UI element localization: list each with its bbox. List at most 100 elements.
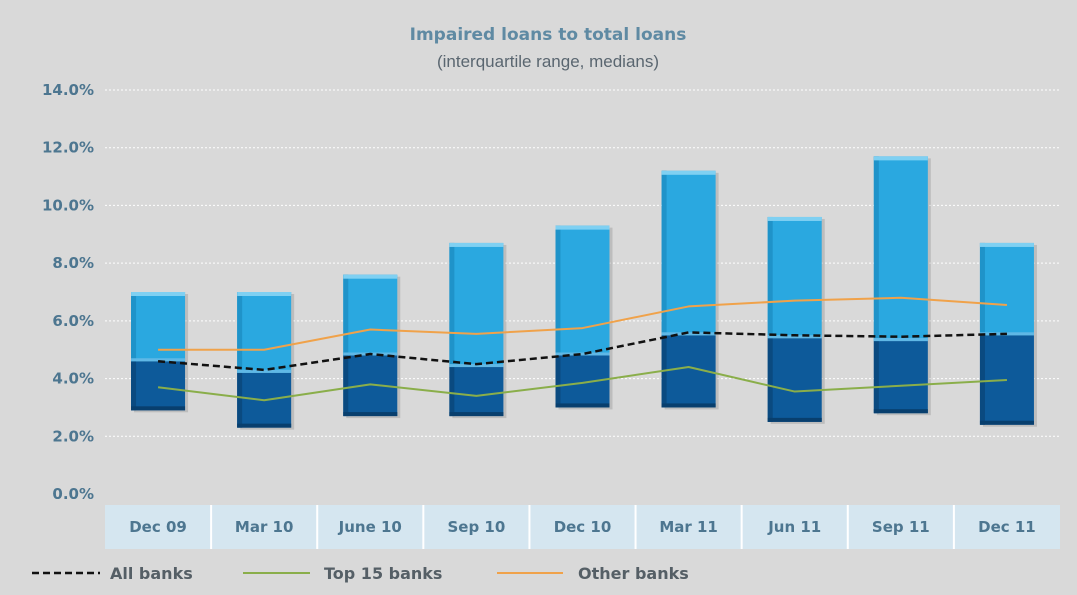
- bar-median-cap: [979, 332, 1034, 336]
- bar-upper-quartile: [449, 242, 504, 368]
- bar-lower-base: [873, 409, 928, 414]
- y-tick-label: 2.0%: [52, 427, 94, 445]
- bar: [979, 242, 1037, 427]
- bar-upper-edge: [343, 274, 349, 356]
- legend-label: All banks: [110, 564, 193, 583]
- x-tick-label: Dec 09: [129, 518, 187, 536]
- legend-item: Top 15 banks: [243, 564, 442, 583]
- bar-upper-edge: [237, 292, 243, 373]
- bar: [131, 292, 189, 413]
- bar-lower-edge: [343, 355, 349, 417]
- bar-upper-cap: [343, 274, 398, 279]
- bar: [873, 156, 931, 416]
- y-tick-label: 14.0%: [42, 81, 94, 99]
- bar-upper-cap: [449, 242, 504, 247]
- bar-lower-quartile: [555, 355, 610, 408]
- y-tick-label: 4.0%: [52, 370, 94, 388]
- bar-lower-edge: [873, 341, 879, 414]
- bar-upper-quartile: [767, 216, 822, 339]
- chart-subtitle: (interquartile range, medians): [437, 52, 659, 71]
- y-tick-label: 12.0%: [42, 139, 94, 157]
- bar-upper-quartile: [131, 292, 186, 362]
- line-layer: [157, 296, 1008, 402]
- bar-layer: [131, 156, 1037, 430]
- bar-upper-cap: [767, 216, 822, 221]
- bar-lower-base: [767, 417, 822, 422]
- bar-upper-cap: [555, 225, 610, 230]
- x-tick-label: June 10: [338, 518, 402, 536]
- bar-upper-cap: [873, 156, 928, 161]
- bar-lower-base: [449, 412, 504, 417]
- bar: [767, 216, 825, 424]
- bar-upper-quartile: [343, 274, 398, 356]
- x-tick-label: Dec 10: [554, 518, 612, 536]
- y-tick-label: 10.0%: [42, 196, 94, 214]
- bar-upper-quartile: [555, 225, 610, 356]
- bar-lower-base: [131, 406, 186, 411]
- bar-upper-edge: [661, 170, 667, 336]
- bar-lower-base: [979, 420, 1034, 425]
- x-tick-label: Sep 10: [447, 518, 505, 536]
- bar-lower-quartile: [767, 338, 822, 422]
- x-tick-label: Jun 11: [767, 518, 821, 536]
- y-axis: 0.0% 2.0% 4.0% 6.0% 8.0% 10.0% 12.0% 14.0%: [42, 81, 94, 503]
- bar-median-cap: [237, 369, 292, 373]
- x-tick-label: Dec 11: [978, 518, 1036, 536]
- bar-lower-edge: [237, 372, 243, 428]
- bar-lower-base: [343, 412, 398, 417]
- legend: All banks Top 15 banks Other banks: [32, 564, 689, 583]
- bar-upper-quartile: [661, 170, 716, 336]
- bar-median-cap: [661, 332, 716, 336]
- bar-upper-quartile: [979, 242, 1034, 336]
- bar-upper-edge: [979, 242, 985, 336]
- bar-lower-base: [555, 403, 610, 408]
- bar-upper-edge: [767, 216, 773, 339]
- y-tick-label: 8.0%: [52, 254, 94, 272]
- legend-label: Top 15 banks: [324, 564, 442, 583]
- bar-upper-cap: [237, 292, 292, 296]
- series-line: [157, 366, 1007, 402]
- bar-median-cap: [555, 352, 610, 356]
- chart-title: Impaired loans to total loans: [410, 25, 687, 45]
- bar-lower-edge: [555, 355, 561, 408]
- series-line: [158, 296, 1008, 351]
- bar-lower-base: [661, 403, 716, 408]
- legend-item: All banks: [32, 564, 193, 583]
- bar: [661, 170, 719, 410]
- bar: [237, 292, 295, 430]
- y-tick-label: 6.0%: [52, 312, 94, 330]
- bar-lower-edge: [767, 338, 773, 422]
- bar-lower-edge: [979, 335, 985, 425]
- bar-median-cap: [767, 335, 822, 339]
- x-tick-label: Sep 11: [872, 518, 930, 536]
- bar-lower-edge: [131, 361, 137, 411]
- bar-lower-quartile: [449, 367, 504, 417]
- bar-upper-cap: [131, 292, 186, 296]
- bar-upper-edge: [131, 292, 137, 362]
- bar-upper-edge: [873, 156, 879, 342]
- bar-upper-quartile: [873, 156, 928, 342]
- x-axis: Dec 09 Mar 10 June 10 Sep 10 Dec 10 Mar 11 Jun…: [129, 505, 1036, 549]
- legend-item: Other banks: [497, 564, 689, 583]
- bar-median-cap: [873, 338, 928, 342]
- bar-upper-quartile: [237, 292, 292, 373]
- bar-median-cap: [131, 358, 186, 362]
- x-tick-label: Mar 10: [235, 518, 294, 536]
- bar: [343, 274, 401, 419]
- bar-lower-quartile: [873, 341, 928, 414]
- bar-lower-edge: [449, 367, 455, 417]
- bar: [449, 242, 507, 419]
- x-axis-band: [105, 505, 1060, 549]
- bar-lower-quartile: [131, 361, 186, 411]
- bar-upper-cap: [661, 170, 716, 175]
- bar-upper-edge: [449, 242, 455, 368]
- legend-label: Other banks: [578, 564, 689, 583]
- bar-upper-cap: [979, 242, 1034, 247]
- x-tick-label: Mar 11: [659, 518, 718, 536]
- bar-median-cap: [449, 364, 504, 368]
- bar-upper-edge: [555, 225, 561, 356]
- bar-lower-base: [237, 423, 292, 428]
- y-tick-label: 0.0%: [52, 485, 94, 503]
